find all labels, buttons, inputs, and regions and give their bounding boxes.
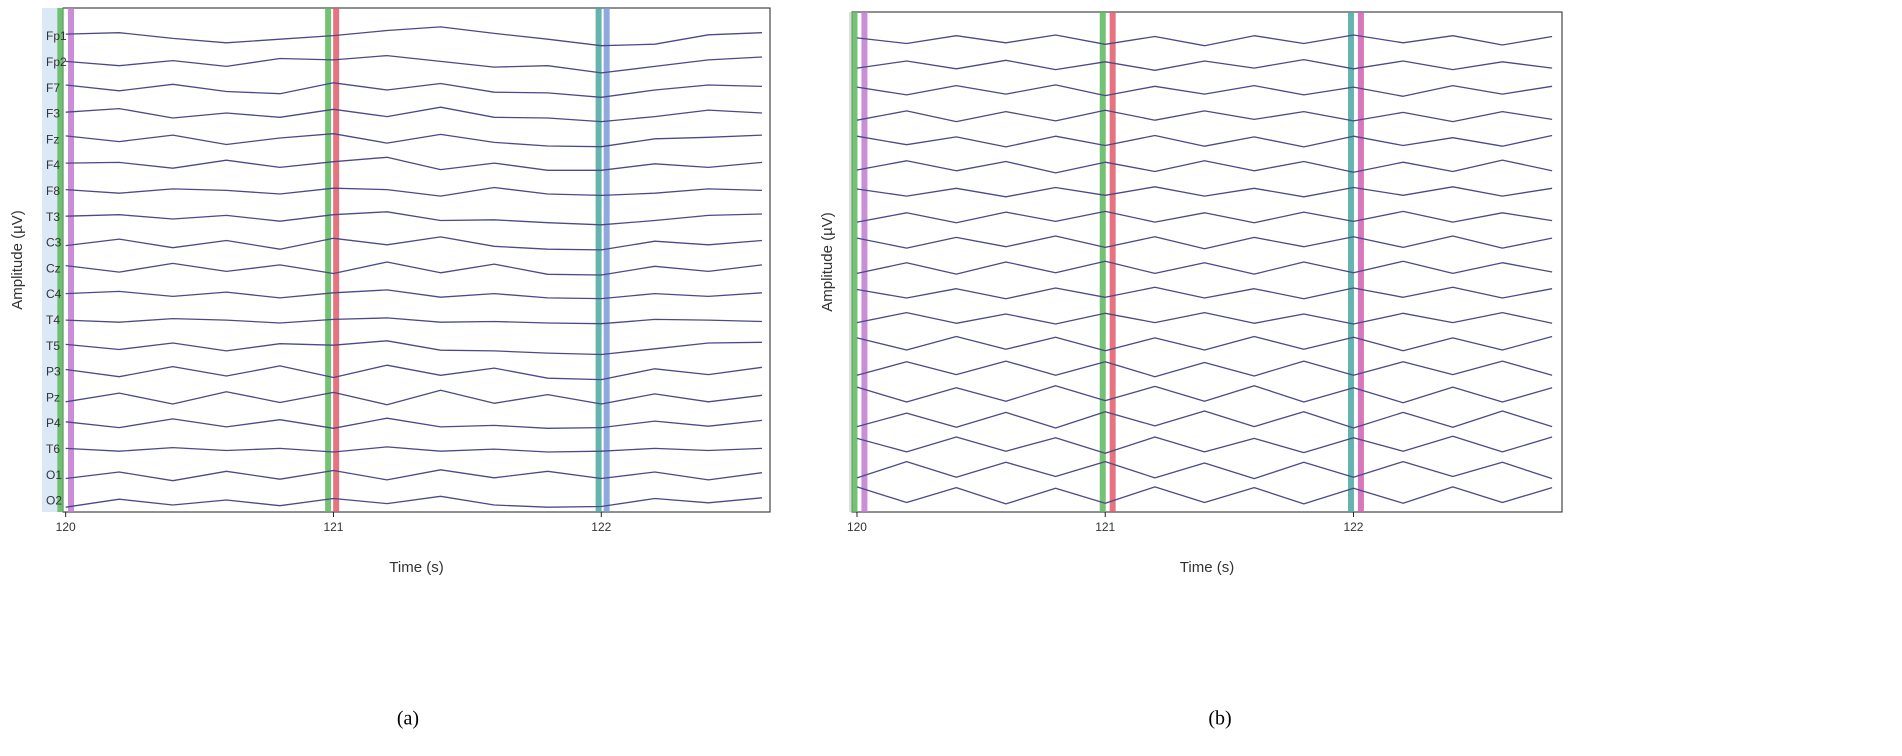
channel-label: T4 — [46, 313, 60, 327]
eeg-trace — [856, 410, 1553, 429]
x-tick-label: 121 — [323, 520, 343, 534]
channel-label: O1 — [46, 468, 62, 482]
eeg-trace — [65, 340, 763, 356]
eeg-trace — [856, 360, 1553, 378]
x-tick-label: 120 — [847, 520, 867, 534]
eeg-trace — [65, 317, 763, 325]
x-tick-label: 122 — [1343, 520, 1363, 534]
event-marker — [595, 8, 602, 512]
eeg-trace — [856, 385, 1553, 404]
eeg-trace — [65, 211, 763, 226]
eeg-trace — [856, 134, 1553, 148]
channel-label: Fp2 — [46, 55, 67, 69]
channel-label: T3 — [46, 210, 60, 224]
x-tick-label: 120 — [56, 520, 76, 534]
eeg-trace — [856, 84, 1553, 97]
channel-label: Cz — [46, 261, 61, 275]
eeg-trace — [856, 210, 1553, 224]
channel-label: C4 — [46, 287, 62, 301]
eeg-trace — [65, 236, 763, 251]
y-axis-label: Amplitude (µV) — [819, 212, 836, 312]
eeg-trace — [65, 186, 763, 197]
eeg-trace — [65, 261, 763, 276]
eeg-trace — [65, 82, 763, 98]
eeg-trace — [856, 235, 1553, 250]
plot-area — [851, 11, 1563, 513]
eeg-trace — [65, 106, 763, 123]
eeg-trace — [856, 260, 1553, 275]
eeg-trace — [856, 335, 1553, 352]
event-marker — [68, 8, 75, 512]
event-marker — [1109, 12, 1116, 512]
label-strip — [849, 12, 852, 512]
panel: Fp1 Fp2 F7 F3 Fz F4 F8 T3 C3 Cz C4 T4 T5 P3 Pz P4 T6 O1 O2… — [9, 7, 771, 730]
caption: (a) — [397, 708, 419, 730]
eeg-trace — [65, 364, 763, 381]
x-tick-label: 121 — [1095, 520, 1115, 534]
eeg-trace — [65, 469, 763, 482]
event-marker — [57, 8, 64, 512]
eeg-trace — [856, 486, 1553, 505]
eeg-trace — [65, 54, 763, 74]
event-marker — [325, 8, 332, 512]
x-tick-label: 122 — [591, 520, 611, 534]
channel-label: Fp1 — [46, 29, 67, 43]
eeg-trace — [856, 34, 1553, 47]
channel-label: T5 — [46, 339, 60, 353]
channel-label: T6 — [46, 442, 60, 456]
event-marker — [861, 12, 868, 512]
eeg-trace — [856, 435, 1553, 454]
event-marker — [851, 12, 858, 512]
eeg-trace — [856, 58, 1553, 71]
channel-label: F8 — [46, 184, 60, 198]
eeg-trace — [856, 186, 1553, 198]
x-axis-label: Time (s) — [389, 559, 443, 576]
caption: (b) — [1208, 708, 1231, 730]
channel-label: P3 — [46, 365, 61, 379]
eeg-trace — [65, 26, 763, 47]
channel-label: P4 — [46, 416, 61, 430]
eeg-trace — [856, 286, 1553, 300]
eeg-trace — [856, 460, 1553, 480]
channel-label: F4 — [46, 158, 60, 172]
y-axis-label: Amplitude (µV) — [9, 210, 26, 310]
eeg-trace — [65, 389, 763, 406]
eeg-trace — [65, 289, 763, 300]
event-marker — [1347, 12, 1354, 512]
x-axis-label: Time (s) — [1180, 559, 1234, 576]
eeg-trace — [856, 311, 1553, 325]
event-marker — [603, 8, 610, 512]
eeg-trace — [65, 495, 763, 508]
plot-area — [62, 7, 771, 513]
event-marker — [1357, 12, 1364, 512]
channel-label: Pz — [46, 390, 60, 404]
eeg-trace — [65, 133, 763, 148]
eeg-trace — [856, 159, 1553, 174]
panel: 120 121 122 Time (s) Amplitude (µV) (b) — [819, 11, 1563, 730]
eeg-trace — [856, 109, 1553, 123]
channel-label: F7 — [46, 81, 60, 95]
eeg-trace — [65, 417, 763, 429]
channel-label: C3 — [46, 236, 62, 250]
channel-label: O2 — [46, 494, 62, 508]
channel-label: Fz — [46, 132, 59, 146]
event-marker — [333, 8, 340, 512]
eeg-trace — [65, 156, 763, 171]
channel-label: F3 — [46, 107, 60, 121]
eeg-trace — [65, 446, 763, 453]
